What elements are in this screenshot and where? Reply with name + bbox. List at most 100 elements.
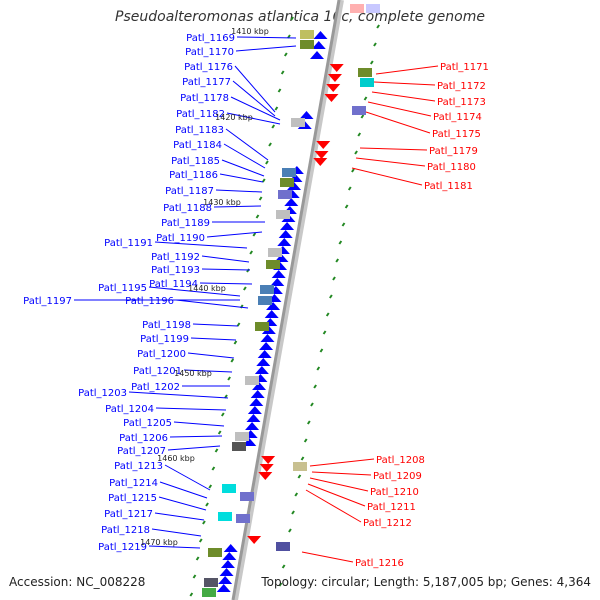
gene-arrow-reverse — [278, 230, 293, 238]
tick-mark — [198, 538, 203, 543]
tick-mark — [205, 502, 209, 507]
tick-mark — [319, 348, 324, 353]
tick-mark — [294, 492, 299, 497]
gene-label-left: Patl_1185 — [171, 156, 220, 167]
leader-line-left — [192, 323, 239, 327]
tick-mark — [341, 222, 346, 227]
leader-line-right — [307, 483, 366, 507]
tick-mark — [376, 24, 380, 29]
gene-arrow-reverse — [280, 222, 295, 230]
gene-arrow-reverse — [287, 182, 302, 190]
gene-arrow-reverse — [277, 238, 292, 246]
leader-line-left — [215, 189, 263, 193]
tick-mark — [344, 204, 349, 209]
feature-box — [235, 432, 249, 441]
gene-arrow-reverse — [249, 398, 264, 406]
gene-arrow-forward — [261, 456, 276, 464]
leader-line-left — [223, 143, 266, 169]
feature-box — [280, 178, 294, 187]
leader-line-left — [232, 80, 276, 117]
right-gene-labels: Patl_1171 Patl_1172 Patl_1173 Patl_1174 Patl… — [355, 62, 489, 569]
leader-line-right — [309, 477, 369, 492]
gene-label-left: Patl_1187 — [165, 186, 214, 197]
leader-line-left — [148, 286, 241, 297]
tick-mark — [271, 124, 276, 129]
gene-label-left: Patl_1170 — [185, 47, 234, 58]
gene-label-right: Patl_1179 — [429, 146, 478, 157]
gene-arrow-reverse — [257, 350, 272, 358]
leader-line-right — [351, 167, 423, 186]
gene-arrow-reverse — [264, 310, 279, 318]
gene-arrow-forward — [259, 464, 274, 472]
tick-mark — [261, 178, 266, 183]
leader-line-left — [236, 36, 297, 39]
tick-mark — [268, 142, 272, 147]
tick-mark — [360, 114, 365, 119]
leader-line-left — [213, 205, 262, 208]
gene-arrow-forward — [327, 74, 342, 82]
gene-arrow-reverse — [310, 51, 324, 59]
gene-label-left: Patl_1217 — [104, 509, 153, 520]
feature-box — [236, 514, 250, 523]
gene-arrow-reverse — [218, 576, 233, 584]
tick-mark — [338, 240, 343, 245]
tick-mark — [230, 358, 235, 363]
tick-mark — [214, 448, 219, 453]
tick-mark — [281, 564, 286, 569]
leader-line-left — [235, 45, 297, 52]
leader-line-right — [359, 147, 428, 151]
leader-line-left — [169, 435, 223, 438]
backbone-line — [231, 0, 341, 600]
gene-arrow-reverse — [311, 41, 326, 49]
gene-arrow-reverse — [222, 552, 237, 560]
gene-arrow-reverse — [266, 302, 281, 310]
leader-line-right — [301, 551, 354, 563]
gene-label-right: Patl_1173 — [437, 97, 486, 108]
feature-box — [358, 68, 372, 77]
scale-label: 1460 kbp — [157, 454, 195, 463]
gene-label-left: Patl_1218 — [101, 525, 150, 536]
leader-line-right — [311, 471, 372, 476]
gene-label-left: Patl_1189 — [161, 218, 210, 229]
leader-line-right — [367, 101, 432, 117]
gene-label-left: Patl_1206 — [119, 433, 168, 444]
gene-arrow-forward — [316, 141, 331, 149]
gene-arrow-reverse — [252, 382, 267, 390]
tick-mark — [208, 484, 213, 489]
gene-arrow-reverse — [284, 198, 299, 206]
tick-mark — [329, 294, 333, 299]
leader-line-right — [355, 157, 426, 167]
scale-label: 1470 kbp — [140, 538, 178, 547]
sequence-track — [189, 0, 380, 600]
gene-arrow-forward — [324, 94, 339, 102]
tick-mark — [243, 286, 247, 291]
tick-mark — [288, 528, 292, 533]
feature-box — [282, 168, 296, 177]
gene-label-left: Patl_1183 — [175, 125, 224, 136]
gene-label-left: Patl_1194 — [149, 279, 198, 290]
leader-line-left — [148, 545, 201, 549]
feature-box — [232, 442, 246, 451]
tick-mark — [258, 196, 263, 201]
tick-mark — [310, 402, 314, 407]
leader-line-left — [154, 241, 248, 249]
gene-arrow-forward — [247, 536, 262, 544]
tick-mark — [211, 466, 216, 471]
tick-mark — [227, 376, 231, 381]
tick-mark — [278, 582, 283, 587]
gene-label-right: Patl_1175 — [432, 129, 481, 140]
tick-mark — [332, 276, 336, 281]
gene-arrow-reverse — [220, 560, 235, 568]
leader-line-left — [175, 299, 249, 309]
gene-arrow-reverse — [260, 334, 275, 342]
scale-label: 1450 kbp — [174, 369, 212, 378]
tick-mark — [354, 150, 358, 155]
gene-arrow-reverse — [250, 390, 265, 398]
leader-line-left — [159, 481, 208, 499]
tick-mark — [220, 412, 225, 417]
gene-arrow-reverse — [256, 358, 271, 366]
gene-label-left: Patl_1205 — [123, 418, 172, 429]
gene-arrow-reverse — [223, 544, 238, 552]
tick-mark — [233, 340, 238, 345]
